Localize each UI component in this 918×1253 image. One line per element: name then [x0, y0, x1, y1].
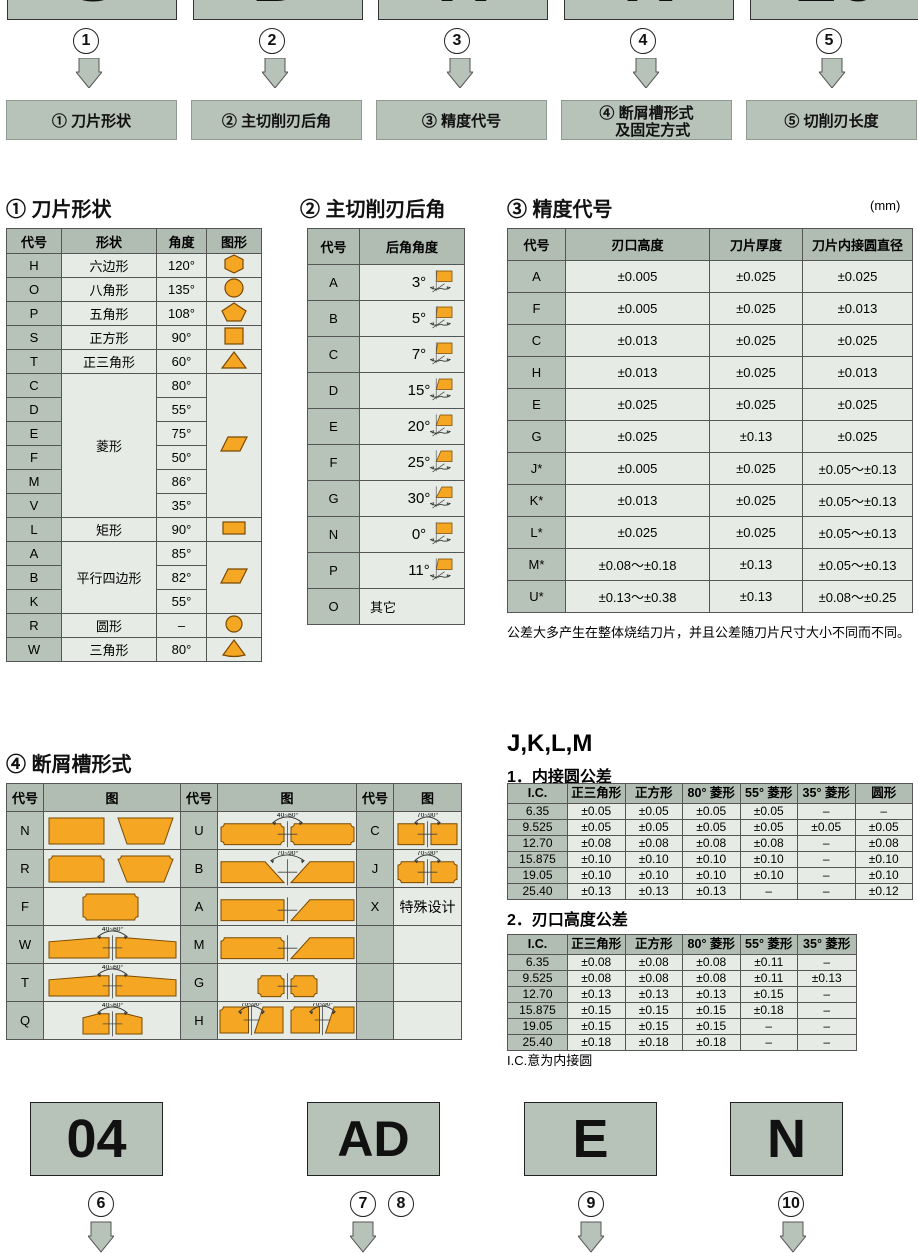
svg-text:70~90°: 70~90° [417, 851, 439, 857]
svg-text:70~90°: 70~90° [417, 813, 439, 819]
svg-text:40~60°: 40~60° [101, 1003, 123, 1009]
svg-text:40~60°: 40~60° [101, 927, 123, 933]
svg-text:40~60°: 40~60° [277, 813, 299, 819]
svg-text:70~90°: 70~90° [277, 851, 299, 857]
svg-text:40~60°: 40~60° [101, 965, 123, 971]
